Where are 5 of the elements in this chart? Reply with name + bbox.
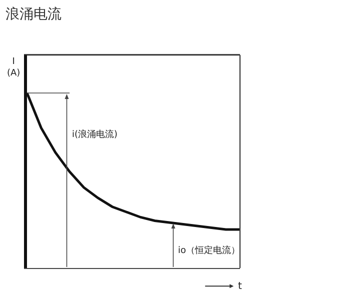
annotation: i(浪涌电流) xyxy=(72,129,118,140)
y-axis-title: I (A) xyxy=(7,57,20,79)
annotation: io（恒定电流） xyxy=(178,245,240,256)
chart-title: 浪涌电流 xyxy=(5,6,62,22)
x-axis-title: t xyxy=(238,281,242,292)
